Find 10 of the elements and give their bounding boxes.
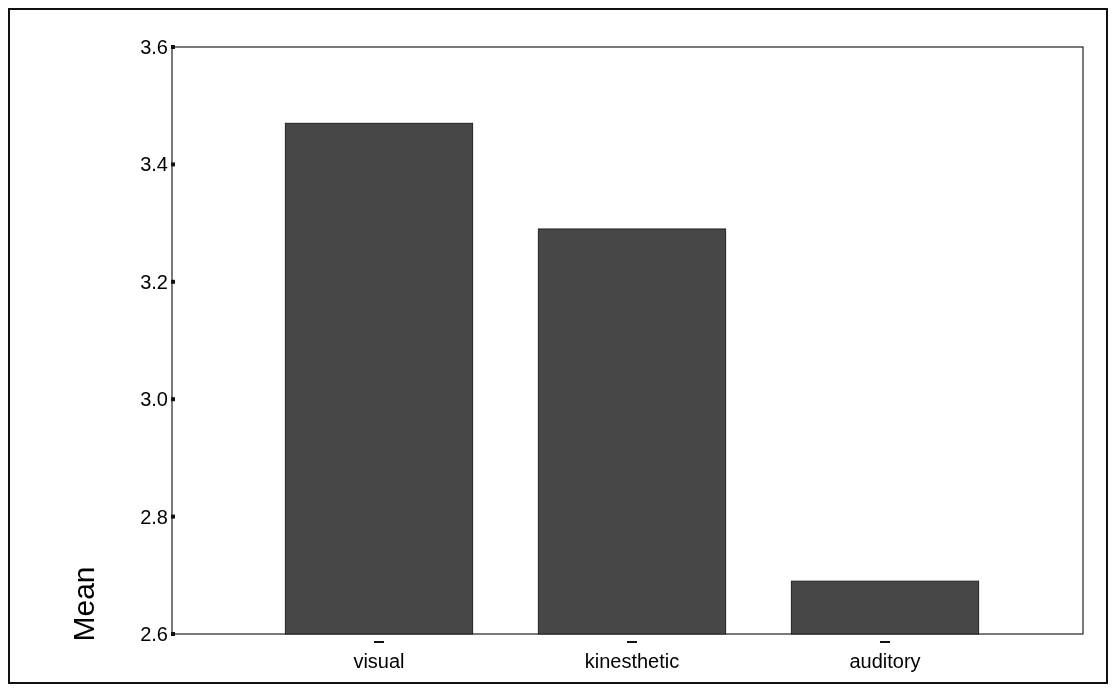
- y-tick-label: 3.0: [140, 388, 168, 411]
- y-tick-label: 3.6: [140, 36, 168, 58]
- y-tick-label: 3.2: [140, 270, 168, 293]
- x-tick-label: auditory: [849, 650, 921, 672]
- y-tick-label: 3.4: [140, 153, 168, 176]
- x-tick-label: visual: [353, 650, 405, 672]
- x-tick-label: kinesthetic: [584, 650, 680, 672]
- y-tick-label: 2.6: [140, 623, 168, 645]
- y-tick-label: 2.8: [140, 505, 168, 528]
- y-axis-title: Mean: [67, 566, 100, 642]
